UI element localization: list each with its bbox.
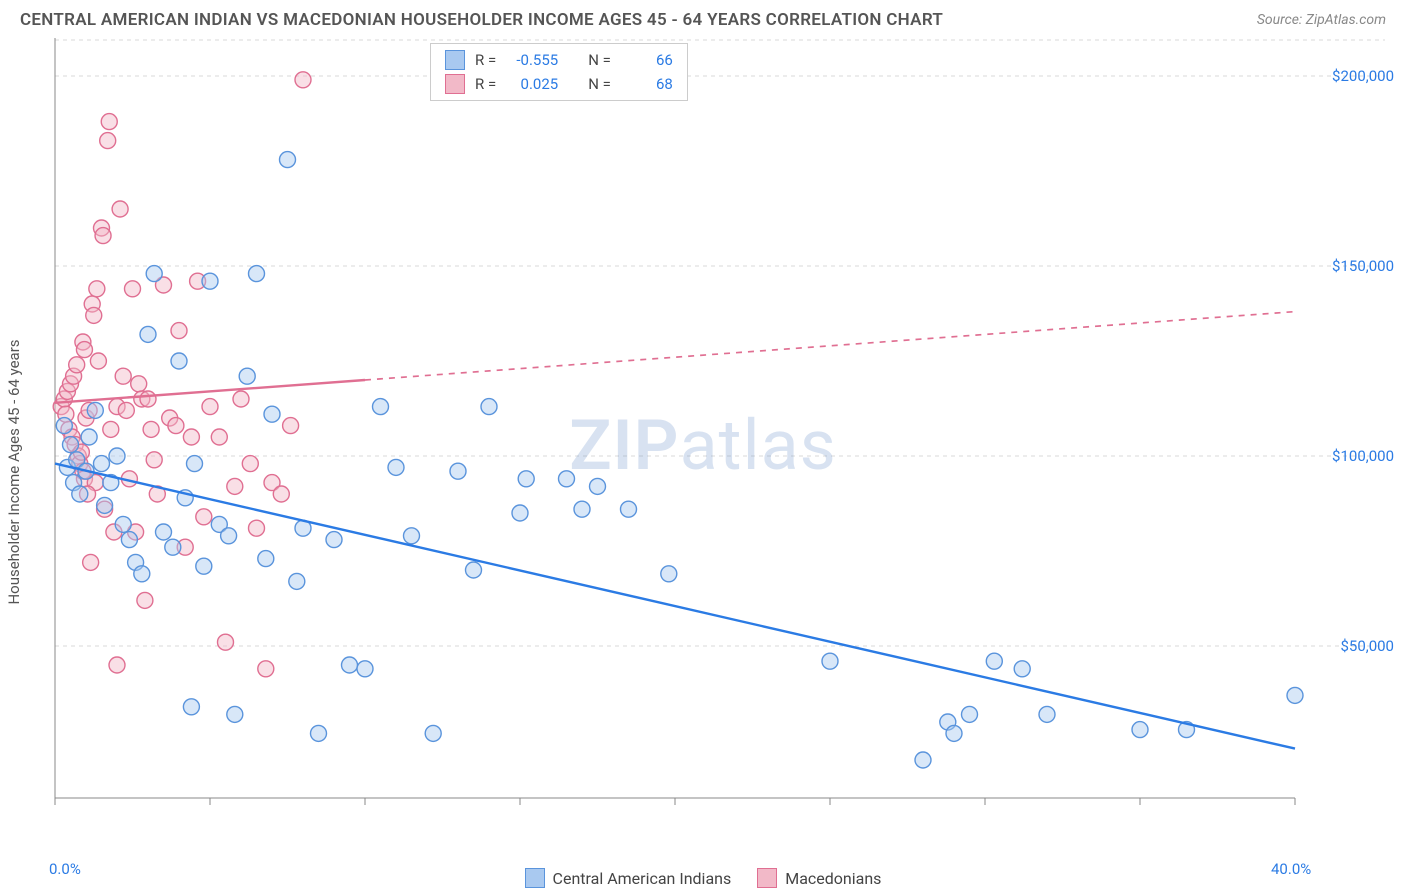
y-tick-label: $200,000 bbox=[1332, 67, 1394, 85]
r-label: R = bbox=[475, 51, 496, 69]
swatch-mac-icon bbox=[445, 74, 465, 94]
n-value-mac: 68 bbox=[621, 75, 673, 93]
chart-title: CENTRAL AMERICAN INDIAN VS MACEDONIAN HO… bbox=[20, 10, 943, 30]
r-value-cai: -0.555 bbox=[506, 51, 558, 69]
y-tick-label: $150,000 bbox=[1332, 257, 1394, 275]
legend-stats-box: R = -0.555 N = 66 R = 0.025 N = 68 bbox=[430, 43, 688, 101]
chart-area: Householder Income Ages 45 - 64 years ZI… bbox=[0, 38, 1406, 888]
y-tick-label: $50,000 bbox=[1340, 637, 1394, 655]
legend-series: Central American Indians Macedonians bbox=[0, 868, 1406, 888]
n-value-cai: 66 bbox=[621, 51, 673, 69]
legend-label-cai: Central American Indians bbox=[553, 869, 732, 888]
swatch-cai-icon bbox=[445, 50, 465, 70]
legend-stats-row-mac: R = 0.025 N = 68 bbox=[431, 72, 687, 96]
y-tick-label: $100,000 bbox=[1332, 447, 1394, 465]
swatch-mac-bottom-icon bbox=[757, 868, 777, 888]
y-axis-label: Householder Income Ages 45 - 64 years bbox=[5, 339, 23, 604]
n-label: N = bbox=[588, 51, 611, 69]
scatter-plot-svg bbox=[0, 38, 1406, 838]
r-value-mac: 0.025 bbox=[506, 75, 558, 93]
r-label-2: R = bbox=[475, 75, 496, 93]
legend-stats-row-cai: R = -0.555 N = 66 bbox=[431, 48, 687, 72]
legend-item-mac: Macedonians bbox=[757, 868, 881, 888]
legend-item-cai: Central American Indians bbox=[525, 868, 732, 888]
source-attribution: Source: ZipAtlas.com bbox=[1257, 12, 1386, 28]
n-label-2: N = bbox=[588, 75, 611, 93]
swatch-cai-bottom-icon bbox=[525, 868, 545, 888]
legend-label-mac: Macedonians bbox=[785, 869, 881, 888]
